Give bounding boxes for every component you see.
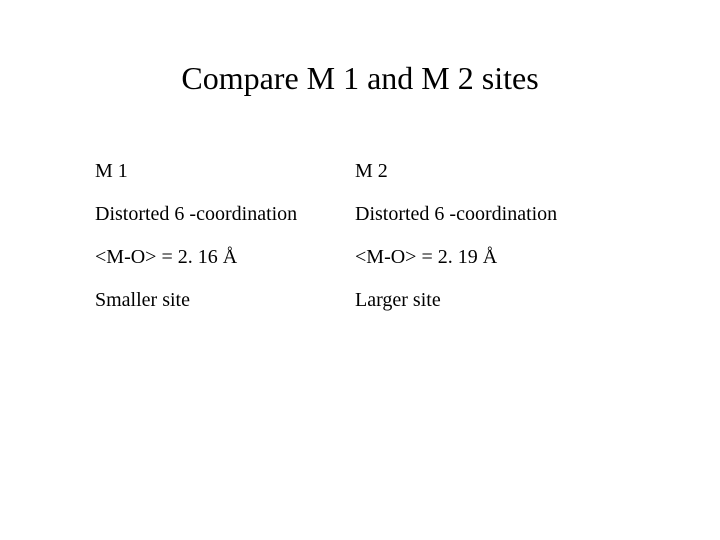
slide-title: Compare M 1 and M 2 sites	[0, 60, 720, 97]
table-row: Smaller site Larger site	[95, 279, 615, 322]
cell-m1-coordination: Distorted 6 -coordination	[95, 193, 355, 236]
cell-m2-size: Larger site	[355, 279, 615, 322]
cell-m1-bond-length: <M-O> = 2. 16 Å	[95, 236, 355, 279]
cell-m2-bond-length: <M-O> = 2. 19 Å	[355, 236, 615, 279]
cell-m2-coordination: Distorted 6 -coordination	[355, 193, 615, 236]
table-row: M 1 M 2	[95, 150, 615, 193]
cell-m1-size: Smaller site	[95, 279, 355, 322]
cell-m1-header: M 1	[95, 150, 355, 193]
table-row: <M-O> = 2. 16 Å <M-O> = 2. 19 Å	[95, 236, 615, 279]
slide: Compare M 1 and M 2 sites M 1 M 2 Distor…	[0, 0, 720, 540]
cell-m2-header: M 2	[355, 150, 615, 193]
table-row: Distorted 6 -coordination Distorted 6 -c…	[95, 193, 615, 236]
comparison-table: M 1 M 2 Distorted 6 -coordination Distor…	[95, 150, 615, 322]
